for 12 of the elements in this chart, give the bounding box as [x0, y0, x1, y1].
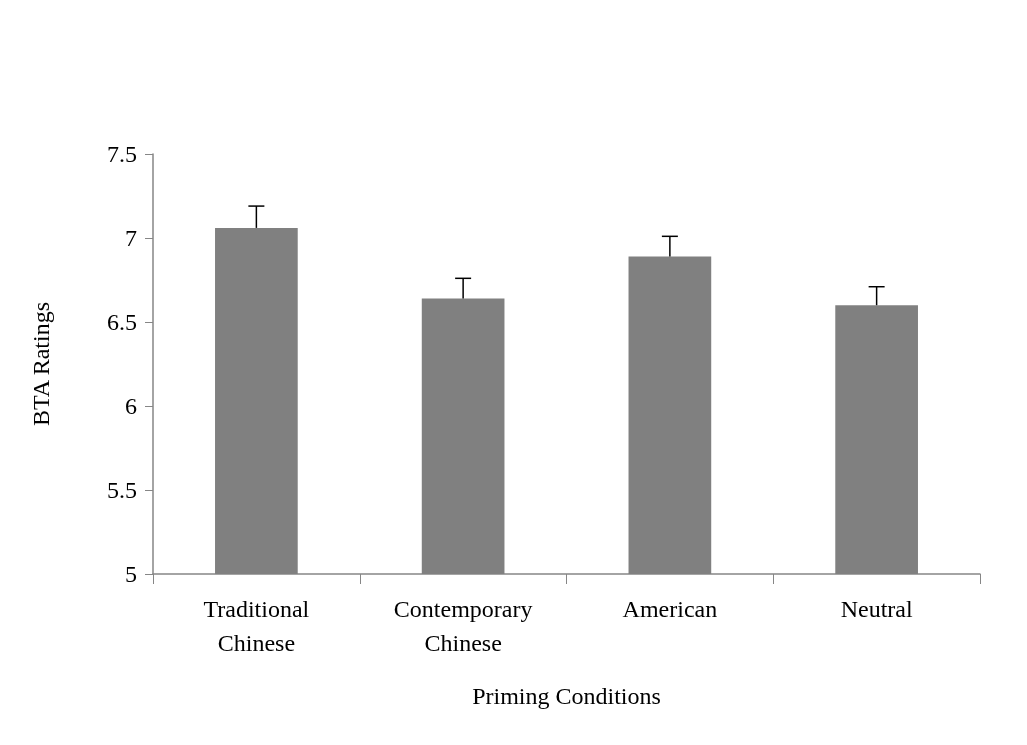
y-tick-label: 7 [125, 225, 137, 251]
y-tick-label: 6 [125, 393, 137, 419]
y-tick-label: 5.5 [107, 477, 137, 503]
y-tick-label: 7.5 [107, 141, 137, 167]
x-axis-title: Priming Conditions [472, 683, 661, 709]
x-tick-label: Traditional Chinese [203, 596, 310, 656]
y-tick-label: 6.5 [107, 309, 137, 335]
y-axis-title: BTA Ratings [28, 301, 54, 427]
x-tick-label: Contemporary Chinese [393, 596, 533, 656]
x-tick-label: American [622, 596, 718, 622]
y-tick-label: 5 [125, 561, 137, 587]
x-tick-label: Neutral [840, 596, 913, 622]
